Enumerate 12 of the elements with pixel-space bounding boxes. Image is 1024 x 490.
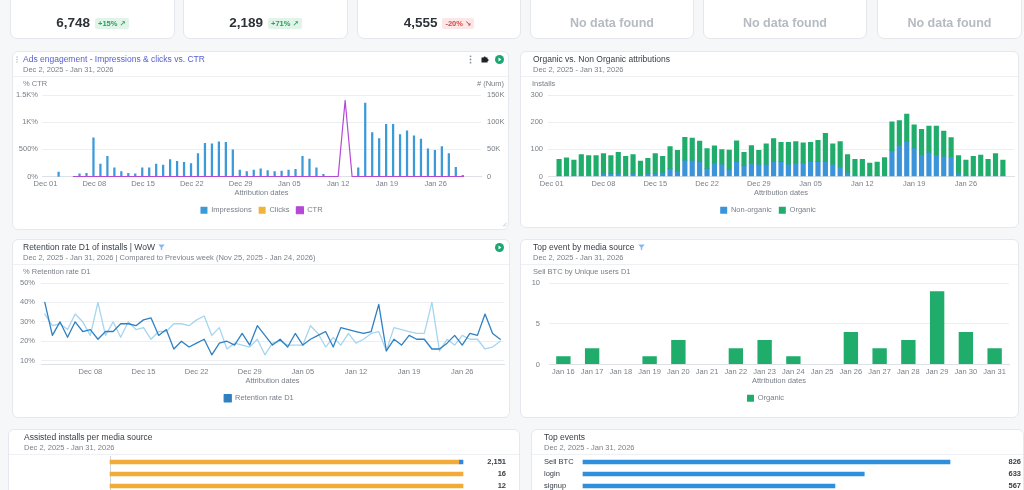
text: 6,748 — [56, 15, 91, 31]
text: 4,555 — [403, 15, 438, 31]
chart-title: Top events — [544, 432, 586, 442]
chart-title: Organic vs. Non Organic attributions — [533, 54, 671, 64]
text: No data found — [569, 15, 654, 31]
chart-title: Assisted installs per media source — [24, 432, 153, 442]
chart-title: Top event by media source — [533, 242, 635, 252]
text: No data found — [742, 15, 827, 31]
text: 2,189 — [229, 15, 264, 31]
chart-title: Retention rate D1 of installs | WoW — [23, 242, 155, 252]
chart-title: Ads engagement - Impressions & clicks vs. CTR — [23, 54, 205, 64]
text: No data found — [907, 15, 992, 31]
